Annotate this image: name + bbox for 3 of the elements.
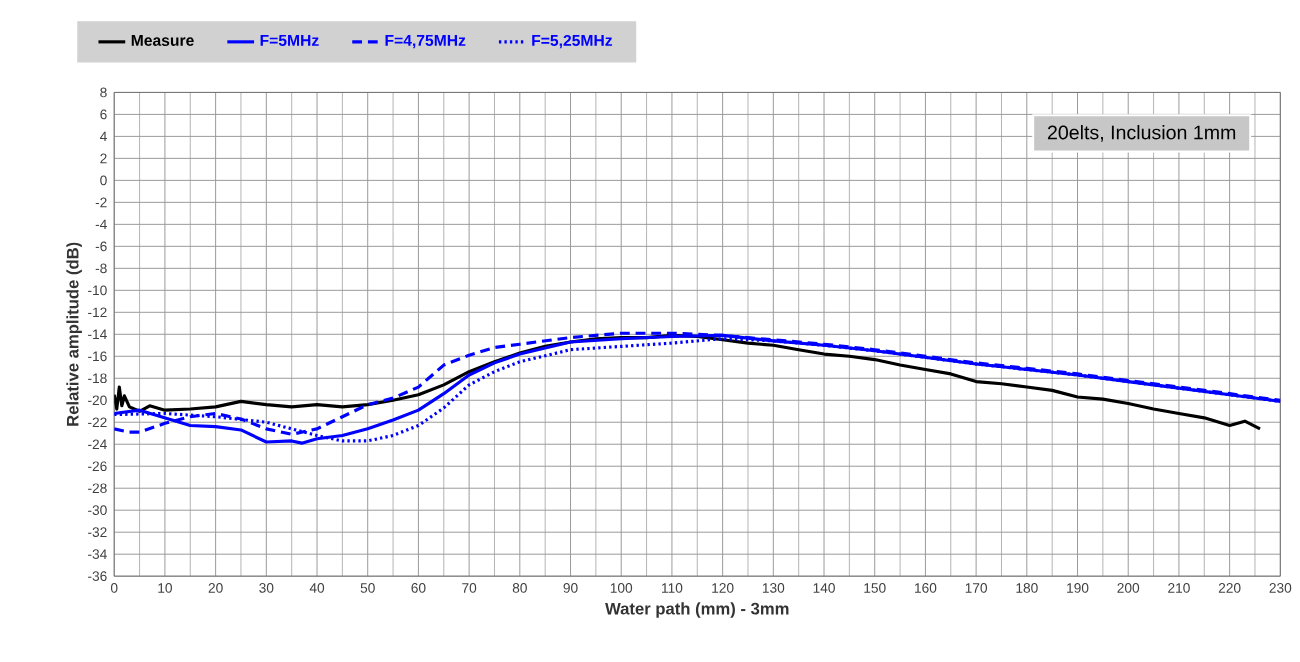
x-axis-title: Water path (mm) - 3mm: [605, 601, 789, 618]
y-axis-title: Relative amplitude (dB): [66, 242, 82, 426]
annotation: 20elts, Inclusion 1mm: [1047, 124, 1236, 142]
